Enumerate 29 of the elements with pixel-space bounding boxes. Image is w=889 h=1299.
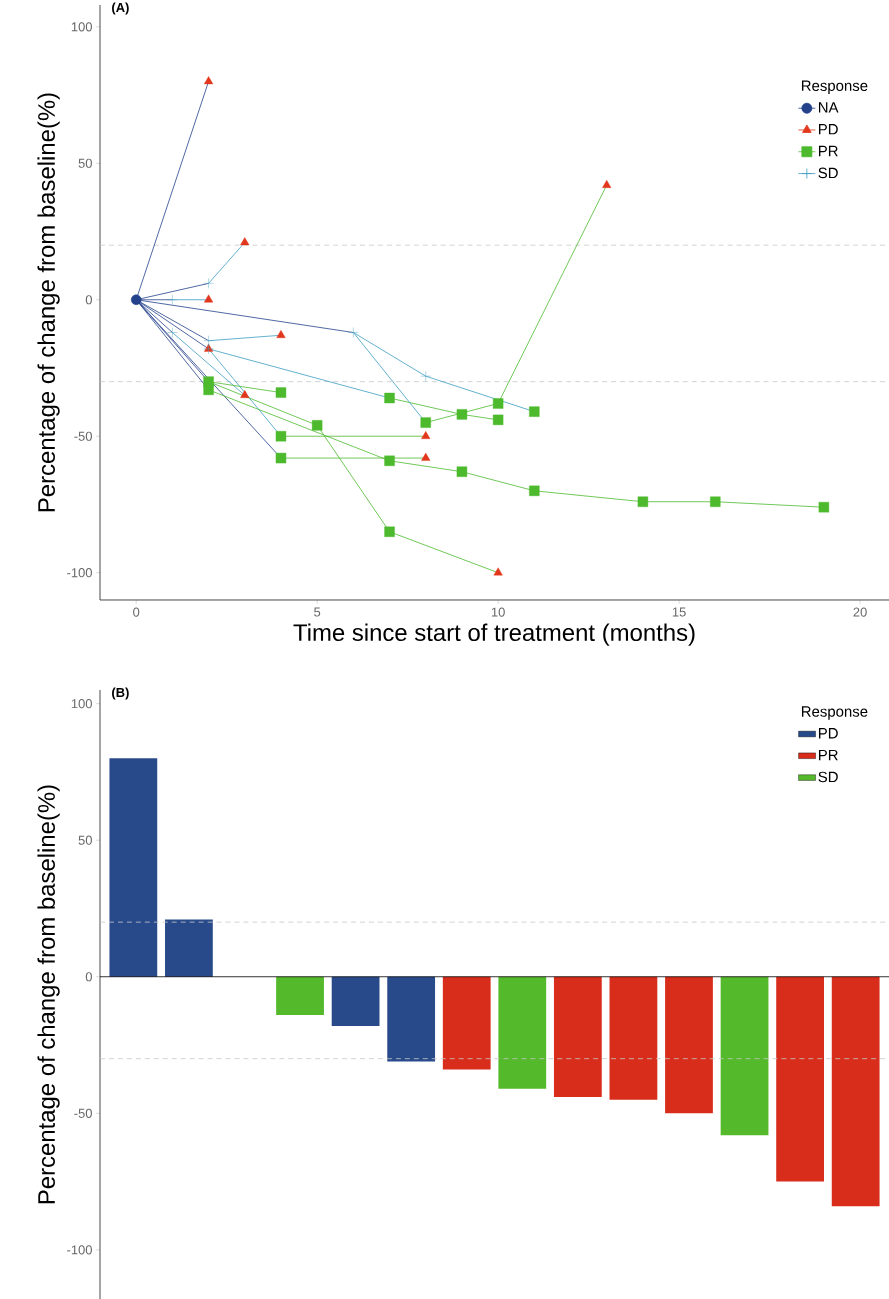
x-axis-title: Time since start of treatment (months) [293,623,695,646]
legend-label: PR [818,145,838,157]
chart-title: (B) [112,687,129,700]
legend-label: PD [818,124,838,135]
legend-label: PD [818,728,838,739]
x-tick-label: 15 [672,607,686,617]
x-tick-label: 5 [314,607,321,617]
legend-label: SD [818,167,838,179]
y-tick-label: 100 [71,22,92,32]
chart-title: (A) [112,2,129,15]
legend-label: SD [818,771,838,783]
legend-label: NA [818,102,839,113]
x-tick-label: 10 [491,607,505,617]
y-axis-title: Percentage of change from baseline(%) [37,93,60,512]
legend-title: Response [801,80,868,94]
y-axis-title: Percentage of change from baseline(%) [37,785,60,1204]
y-tick-label: 0 [85,295,92,305]
legend-title: Response [801,706,868,720]
y-tick-label: -50 [74,431,92,441]
y-tick-label: 100 [71,699,92,709]
y-tick-label: 50 [78,158,92,168]
x-tick-label: 0 [133,607,140,617]
y-tick-label: -50 [74,1108,92,1118]
y-tick-label: 50 [78,835,92,845]
y-tick-label: -100 [67,1245,92,1255]
y-tick-label: -100 [67,568,92,578]
y-tick-label: 0 [85,972,92,982]
x-tick-label: 20 [853,607,867,617]
legend-label: PR [818,749,838,761]
